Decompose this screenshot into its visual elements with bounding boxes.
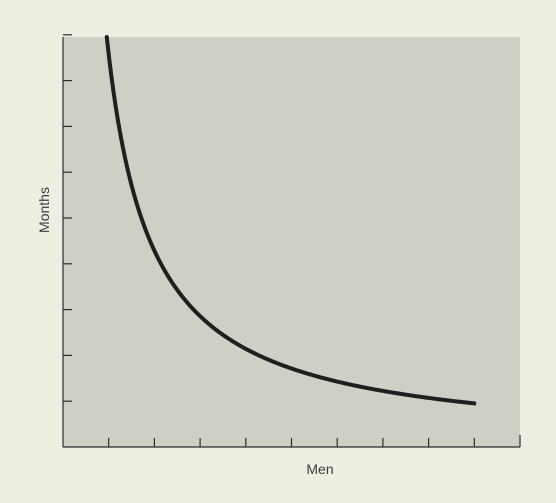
y-axis-label: Months [36,187,52,233]
x-axis-label: Men [306,461,333,477]
plot-area [63,37,520,447]
